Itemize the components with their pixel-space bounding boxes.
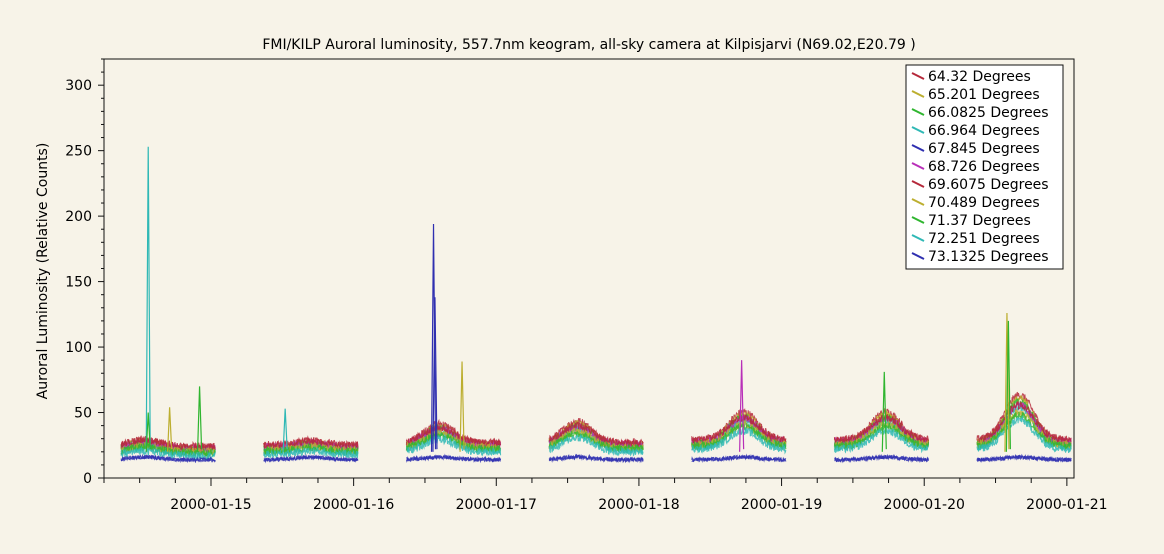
series-spike <box>167 407 173 452</box>
series-line <box>405 432 502 454</box>
series-line <box>263 443 359 457</box>
legend-swatch <box>911 198 925 206</box>
y-tick-label: 150 <box>65 275 92 291</box>
series-line <box>976 453 1072 463</box>
legend-swatch <box>911 144 925 152</box>
series-line <box>263 453 359 464</box>
series-line <box>406 454 502 464</box>
series-spike <box>282 408 288 452</box>
y-axis: 0 50 100 150 200 250 300 <box>65 58 104 487</box>
chart-title: FMI/KILP Auroral luminosity, 557.7nm keo… <box>262 37 915 53</box>
legend-box <box>905 64 1064 270</box>
series-spike <box>739 360 745 452</box>
legend-entry: 72.251 Degrees <box>928 231 1040 247</box>
y-tick-label: 0 <box>83 471 92 487</box>
y-tick-label: 200 <box>65 209 92 225</box>
legend-entry: 70.489 Degrees <box>928 195 1040 211</box>
series-spike <box>196 386 203 452</box>
x-tick-label: 2000-01-20 <box>884 497 965 513</box>
data-series <box>120 146 1072 464</box>
legend-entry: 68.726 Degrees <box>928 159 1040 175</box>
series-spike <box>1005 320 1011 452</box>
series-line <box>263 436 359 451</box>
series-line <box>263 447 359 460</box>
legend-entry: 69.6075 Degrees <box>928 177 1049 193</box>
legend-entry: 71.37 Degrees <box>928 213 1031 229</box>
legend-entry: 67.845 Degrees <box>928 141 1040 157</box>
y-tick-label: 50 <box>74 406 92 422</box>
legend-entry: 66.964 Degrees <box>928 123 1040 139</box>
series-spike <box>1004 313 1010 452</box>
legend-entry: 65.201 Degrees <box>928 87 1040 103</box>
series-line <box>691 413 787 445</box>
x-tick-label: 2000-01-21 <box>1026 497 1107 513</box>
legend: 64.32 Degrees 65.201 Degrees 66.0825 Degre… <box>905 64 1064 270</box>
series-spike <box>145 146 151 452</box>
series-line <box>548 421 644 447</box>
series-line <box>834 453 929 464</box>
legend-swatch <box>911 126 925 134</box>
x-tick-label: 2000-01-18 <box>598 497 679 513</box>
series-spike <box>881 371 887 452</box>
series-line <box>548 453 644 464</box>
legend-swatch <box>911 72 925 80</box>
series-line <box>406 435 502 457</box>
legend-entry: 64.32 Degrees <box>928 69 1031 85</box>
series-spike <box>432 297 438 452</box>
legend-swatch <box>911 90 925 98</box>
series-line <box>691 426 787 455</box>
series-line <box>833 412 929 445</box>
legend-entry: 73.1325 Degrees <box>928 249 1049 265</box>
legend-swatch <box>911 180 925 188</box>
x-tick-label: 2000-01-16 <box>313 497 394 513</box>
y-tick-label: 300 <box>65 78 92 94</box>
legend-swatch <box>911 252 925 260</box>
legend-swatch <box>911 162 925 170</box>
x-tick-label: 2000-01-17 <box>456 497 537 513</box>
series-line <box>976 411 1072 450</box>
x-tick-label: 2000-01-15 <box>170 497 251 513</box>
y-tick-label: 100 <box>65 340 92 356</box>
x-tick-label: 2000-01-19 <box>741 497 822 513</box>
series-spike <box>145 412 151 452</box>
series-line <box>976 414 1072 454</box>
series-line <box>833 426 929 454</box>
legend-swatch <box>911 234 925 242</box>
series-line <box>548 433 644 457</box>
x-axis: 2000-01-15 2000-01-16 2000-01-17 2000-01-18… <box>103 478 1108 513</box>
series-line <box>405 423 502 448</box>
legend-swatch <box>911 216 925 224</box>
y-tick-label: 250 <box>65 144 92 160</box>
series-line <box>691 454 787 463</box>
series-spike <box>430 223 437 452</box>
legend-entry: 66.0825 Degrees <box>928 105 1049 121</box>
series-spike <box>459 361 465 452</box>
legend-swatch <box>911 108 925 116</box>
series-line <box>120 453 216 464</box>
y-axis-label: Auroral Luminosity (Relative Counts) <box>35 143 51 400</box>
